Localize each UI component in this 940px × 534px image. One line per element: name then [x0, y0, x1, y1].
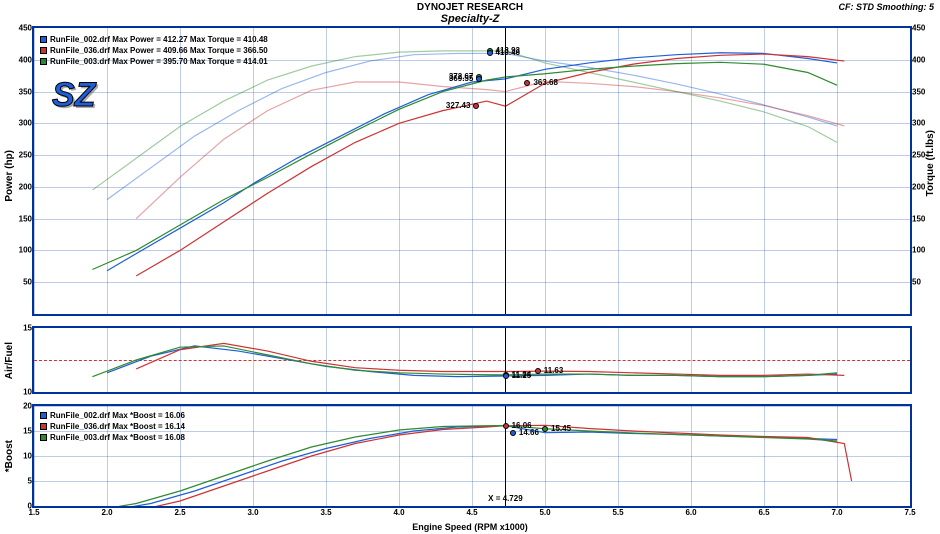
ylabel-af: Air/Fuel [4, 342, 15, 379]
ylabel-torque: Torque (ft.lbs) [925, 130, 936, 196]
title-sub: Specialty-Z [0, 13, 940, 25]
chart-header: DYNOJET RESEARCH Specialty-Z [0, 0, 940, 25]
smoothing-label: CF: STD Smoothing: 5 [839, 2, 935, 12]
ylabel-power: Power (hp) [4, 150, 15, 202]
panel-boost: RunFile_002.drf Max *Boost = 16.06RunFil… [32, 404, 912, 508]
title-main: DYNOJET RESEARCH [0, 2, 940, 13]
ylabel-boost: *Boost [4, 440, 15, 472]
panel-power: SZ RunFile_002.drf Max Power = 412.27 Ma… [32, 26, 912, 316]
xlabel: Engine Speed (RPM x1000) [0, 522, 940, 532]
panel-airfuel: 101511.3411.2511.63 [32, 326, 912, 394]
